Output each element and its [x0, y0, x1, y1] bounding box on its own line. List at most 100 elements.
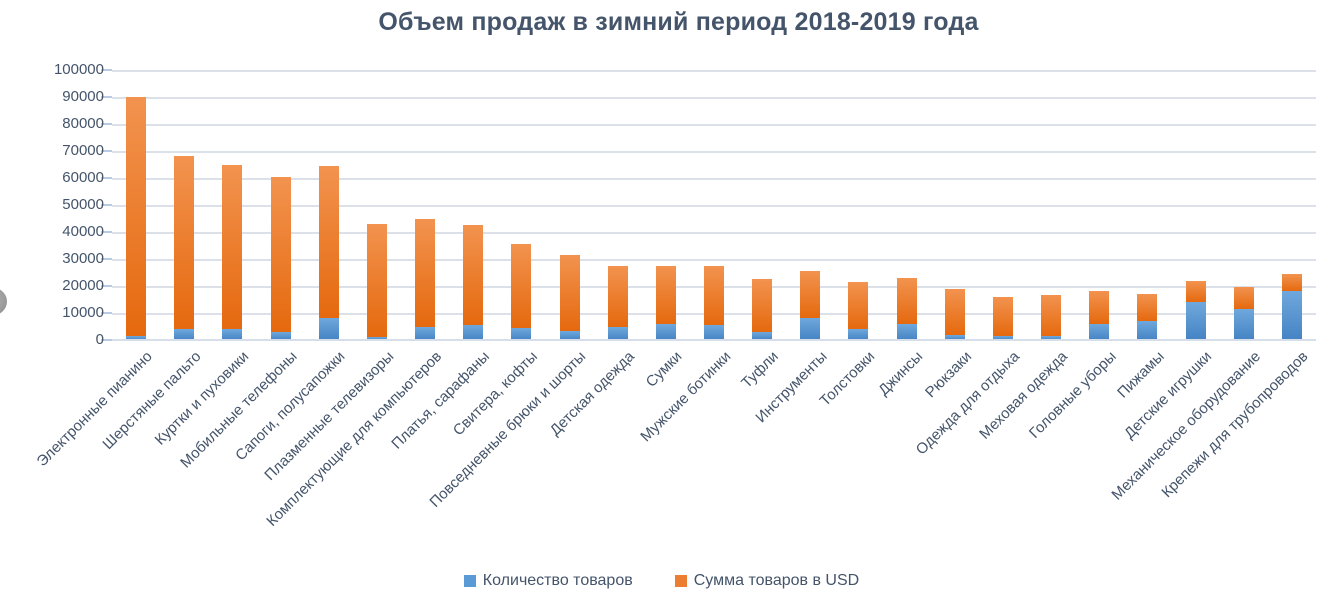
bar-segment-sum-usd[interactable]: [752, 279, 773, 332]
x-axis-label: Детские игрушки: [1121, 348, 1216, 443]
bar-segment-quantity[interactable]: [992, 335, 1013, 340]
bar-segment-quantity[interactable]: [896, 323, 917, 340]
bar-segment-sum-usd[interactable]: [1089, 291, 1110, 324]
bar-stack[interactable]: [944, 288, 965, 340]
bar-stack[interactable]: [174, 156, 195, 340]
cropped-edge-glyph: [0, 288, 7, 315]
bar-segment-quantity[interactable]: [848, 329, 869, 340]
bar-stack[interactable]: [1281, 273, 1302, 340]
bar-stack[interactable]: [1137, 294, 1158, 340]
x-axis-label: Туфли: [738, 348, 783, 392]
bar-segment-sum-usd[interactable]: [511, 244, 532, 328]
bar-stack[interactable]: [800, 271, 821, 340]
bar-segment-sum-usd[interactable]: [848, 281, 869, 330]
bar-segment-quantity[interactable]: [1281, 291, 1302, 340]
bar-stack[interactable]: [655, 265, 676, 340]
legend-swatch: [674, 575, 687, 587]
y-axis-tick: [101, 150, 112, 152]
bar-segment-quantity[interactable]: [318, 318, 339, 340]
bar-segment-quantity[interactable]: [1137, 321, 1158, 340]
bar-segment-quantity[interactable]: [704, 325, 724, 340]
y-axis-tick: [101, 123, 112, 125]
bar-segment-quantity[interactable]: [174, 329, 195, 340]
bar-segment-quantity[interactable]: [415, 326, 436, 340]
bar-segment-quantity[interactable]: [366, 336, 387, 340]
bar-segment-sum-usd[interactable]: [704, 265, 724, 326]
x-axis-label: Мужские ботинки: [636, 348, 735, 446]
bar-stack[interactable]: [1041, 295, 1062, 340]
bar-stack[interactable]: [415, 218, 436, 340]
bar-segment-sum-usd[interactable]: [896, 277, 917, 324]
bar-segment-sum-usd[interactable]: [126, 97, 147, 336]
legend-label: Сумма товаров в USD: [693, 572, 860, 589]
x-axis-label: Джинсы: [875, 348, 927, 400]
bar-segment-sum-usd[interactable]: [270, 176, 291, 332]
bar-segment-quantity[interactable]: [222, 329, 243, 340]
bar-segment-sum-usd[interactable]: [174, 156, 195, 330]
bar-segment-quantity[interactable]: [944, 334, 965, 340]
bar-stack[interactable]: [1233, 287, 1254, 340]
x-axis-line: [112, 339, 1316, 341]
y-axis-label: 70000: [62, 142, 104, 159]
bar-segment-sum-usd[interactable]: [1137, 294, 1158, 322]
bar-stack[interactable]: [607, 265, 628, 340]
bar-stack[interactable]: [1089, 291, 1110, 340]
bar-segment-quantity[interactable]: [463, 325, 484, 340]
bar-stack[interactable]: [848, 281, 869, 340]
gridline: [112, 124, 1316, 126]
y-axis-tick: [101, 204, 112, 206]
x-axis-label: Комплектующие для компьютеров: [263, 348, 446, 530]
bar-segment-quantity[interactable]: [270, 331, 291, 340]
bar-segment-sum-usd[interactable]: [415, 218, 436, 327]
bar-stack[interactable]: [126, 97, 147, 340]
bar-stack[interactable]: [463, 225, 484, 340]
bar-stack[interactable]: [896, 277, 917, 340]
bar-segment-sum-usd[interactable]: [655, 265, 676, 324]
bar-segment-sum-usd[interactable]: [1185, 280, 1206, 303]
y-axis-label: 20000: [62, 277, 104, 294]
y-axis-tick: [101, 96, 112, 98]
bar-segment-sum-usd[interactable]: [222, 164, 243, 330]
bar-stack[interactable]: [752, 279, 773, 340]
bar-stack[interactable]: [366, 223, 387, 340]
gridline: [112, 70, 1316, 72]
legend-item-quantity[interactable]: Количество товаров: [463, 572, 633, 590]
bar-segment-sum-usd[interactable]: [1233, 287, 1254, 309]
bar-segment-quantity[interactable]: [607, 326, 628, 340]
bar-segment-quantity[interactable]: [800, 318, 821, 340]
bar-segment-quantity[interactable]: [126, 335, 147, 340]
y-axis-label: 90000: [62, 88, 104, 105]
bar-segment-sum-usd[interactable]: [607, 265, 628, 327]
bar-segment-quantity[interactable]: [655, 323, 676, 340]
bar-segment-sum-usd[interactable]: [366, 223, 387, 337]
bar-stack[interactable]: [222, 164, 243, 340]
bar-segment-sum-usd[interactable]: [318, 165, 339, 319]
bar-segment-quantity[interactable]: [1233, 308, 1254, 340]
bar-stack[interactable]: [559, 254, 580, 340]
bar-segment-sum-usd[interactable]: [559, 254, 580, 331]
bar-segment-sum-usd[interactable]: [944, 288, 965, 335]
bar-stack[interactable]: [992, 296, 1013, 340]
bar-segment-sum-usd[interactable]: [992, 296, 1013, 336]
bar-segment-sum-usd[interactable]: [800, 271, 821, 319]
bar-segment-quantity[interactable]: [511, 327, 532, 340]
bar-segment-quantity[interactable]: [752, 331, 773, 340]
bar-segment-quantity[interactable]: [1089, 323, 1110, 340]
legend-item-sum-usd[interactable]: Сумма товаров в USD: [674, 572, 860, 590]
bar-stack[interactable]: [1185, 280, 1206, 340]
bar-segment-quantity[interactable]: [1041, 335, 1062, 340]
bar-stack[interactable]: [704, 265, 724, 340]
bar-segment-sum-usd[interactable]: [1041, 295, 1062, 336]
x-axis-label: Меховая одежда: [976, 348, 1072, 443]
y-axis-label: 100000: [53, 61, 104, 78]
bar-stack[interactable]: [318, 165, 339, 340]
bar-segment-quantity[interactable]: [1185, 302, 1206, 340]
bar-stack[interactable]: [270, 176, 291, 340]
bar-segment-sum-usd[interactable]: [463, 225, 484, 326]
y-axis-tick: [101, 177, 112, 179]
bar-segment-sum-usd[interactable]: [1281, 273, 1302, 292]
bar-stack[interactable]: [511, 244, 532, 340]
bar-segment-quantity[interactable]: [559, 330, 580, 340]
gridline: [112, 151, 1316, 153]
